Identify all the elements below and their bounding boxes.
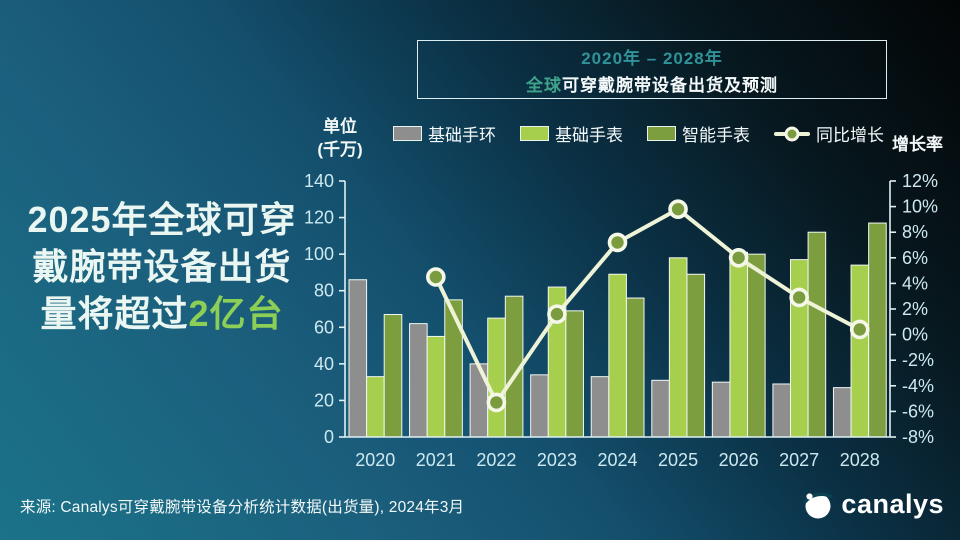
- right-tick-label: -2%: [902, 350, 934, 370]
- left-tick-label: 120: [304, 208, 334, 228]
- left-tick-label: 20: [314, 390, 334, 410]
- x-tick-label: 2028: [840, 450, 880, 470]
- x-tick-label: 2020: [355, 450, 395, 470]
- chart-canvas: 0 20 40 60 80 100 120 140 -8% -6% -4% -2% 0% 2% 4% 6% 8%…: [304, 171, 938, 470]
- bar-基础手环-2024: [590, 376, 610, 438]
- right-tick-label: 10%: [902, 197, 938, 217]
- bar-基础手环-2025: [651, 379, 670, 438]
- growth-marker-2023: [547, 304, 567, 324]
- legend-item-smart-watch: 智能手表: [647, 121, 750, 146]
- left-tick-label: 40: [314, 354, 334, 374]
- legend-label: 智能手表: [682, 126, 750, 145]
- title-highlight: 全球: [526, 75, 562, 95]
- legend-label: 同比增长: [816, 126, 884, 145]
- legend-item-yoy-growth: 同比增长: [774, 121, 884, 146]
- bar-基础手表-2024: [608, 273, 627, 438]
- bar-智能手表-2021: [444, 299, 463, 438]
- left-tick-label: 0: [324, 427, 334, 447]
- chart-title-box: 2020年 – 2028年 全球可穿戴腕带设备出货及预测: [417, 40, 887, 99]
- bar-智能手表-2024: [625, 297, 645, 438]
- growth-marker-2024: [607, 232, 628, 253]
- legend-label: 基础手表: [555, 126, 623, 145]
- right-tick-label: 12%: [902, 171, 938, 191]
- bar-智能手表-2020: [383, 313, 403, 438]
- bar-基础手表-2020: [366, 376, 385, 438]
- bar-基础手环-2020: [348, 279, 368, 438]
- headline-line2: 戴腕带设备出货: [32, 245, 292, 287]
- x-tick-label: 2026: [719, 450, 759, 470]
- right-axis-title: 增长率: [892, 135, 943, 154]
- x-tick-label: 2027: [779, 450, 819, 470]
- legend-label: 基础手环: [428, 126, 496, 145]
- growth-marker-2027: [789, 287, 809, 308]
- bar-基础手表-2028: [850, 264, 870, 438]
- title-period: 2020年 – 2028年: [581, 48, 723, 68]
- headline-line3: 量将超过2亿台: [12, 291, 312, 338]
- canalys-logo-text: canalys: [841, 489, 944, 519]
- left-axis-title-line2: (千万): [317, 139, 363, 159]
- bar-智能手表-2023: [565, 310, 584, 438]
- growth-marker-2022: [486, 392, 507, 413]
- right-tick-label: -4%: [902, 376, 934, 396]
- left-tick-label: 80: [314, 281, 334, 301]
- right-tick-label: 2%: [902, 299, 928, 319]
- growth-marker-2028: [849, 319, 870, 340]
- canalys-logo: canalys: [803, 489, 944, 520]
- right-tick-label: -8%: [902, 427, 934, 447]
- source-note: 来源: Canalys可穿戴腕带设备分析统计数据(出货量), 2024年3月: [20, 499, 465, 516]
- bar-智能手表-2028: [868, 222, 887, 438]
- right-tick-label: 4%: [902, 273, 928, 293]
- x-tick-label: 2022: [476, 450, 516, 470]
- bar-基础手环-2023: [530, 374, 549, 438]
- legend-item-basic-watch: 基础手表: [520, 121, 623, 146]
- growth-marker-2026: [728, 248, 749, 268]
- headline: 2025年全球可穿 戴腕带设备出货 量将超过2亿台: [12, 197, 312, 337]
- bar-基础手表-2025: [668, 257, 688, 438]
- bar-智能手表-2025: [686, 273, 706, 438]
- bar-智能手表-2027: [807, 231, 827, 438]
- bar-基础手表-2026: [729, 251, 749, 438]
- bar-基础手环-2027: [772, 383, 791, 438]
- growth-marker-2025: [668, 199, 688, 219]
- yoy-growth-line: [434, 207, 861, 405]
- title-rest: 可穿戴腕带设备出货及预测: [562, 75, 778, 95]
- smart-watch-swatch-icon: [647, 126, 676, 141]
- growth-marker-2021: [426, 267, 446, 287]
- headline-highlight: 2亿台: [188, 292, 284, 334]
- basic-watch-swatch-icon: [520, 126, 549, 141]
- canalys-logo-icon: [803, 492, 834, 518]
- basic-band-swatch-icon: [393, 126, 422, 141]
- x-tick-label: 2023: [537, 450, 577, 470]
- left-tick-label: 60: [314, 317, 334, 337]
- left-tick-label: 140: [304, 171, 334, 191]
- bar-基础手表-2021: [426, 335, 446, 438]
- bar-基础手环-2021: [409, 323, 428, 438]
- headline-line1: 2025年全球可穿: [27, 199, 297, 240]
- shipment-forecast-chart: 0 20 40 60 80 100 120 140 -8% -6% -4% -2% 0% 2% 4% 6% 8%…: [295, 170, 955, 480]
- headline-line3-prefix: 量将超过: [40, 292, 189, 334]
- right-tick-label: 8%: [902, 222, 928, 242]
- left-axis-title-line1: 单位: [323, 117, 357, 136]
- bar-基础手表-2022: [487, 317, 506, 438]
- right-tick-label: 6%: [902, 248, 928, 268]
- right-tick-label: 0%: [902, 325, 928, 345]
- bar-基础手环-2026: [711, 381, 731, 438]
- title-main: 全球可穿戴腕带设备出货及预测: [526, 71, 778, 96]
- left-axis-title: 单位 (千万): [298, 116, 382, 162]
- legend-item-basic-band: 基础手环: [393, 121, 496, 146]
- left-tick-label: 100: [304, 244, 334, 264]
- bar-基础手环-2028: [832, 387, 852, 438]
- right-tick-label: -6%: [902, 401, 934, 421]
- bar-基础手表-2027: [789, 259, 809, 438]
- chart-legend: 基础手环 基础手表 智能手表 同比增长: [393, 121, 884, 146]
- bar-智能手表-2026: [747, 253, 766, 438]
- x-tick-label: 2024: [597, 450, 637, 470]
- x-tick-label: 2025: [658, 450, 698, 470]
- line-marker-icon: [774, 131, 810, 136]
- x-tick-label: 2021: [416, 450, 456, 470]
